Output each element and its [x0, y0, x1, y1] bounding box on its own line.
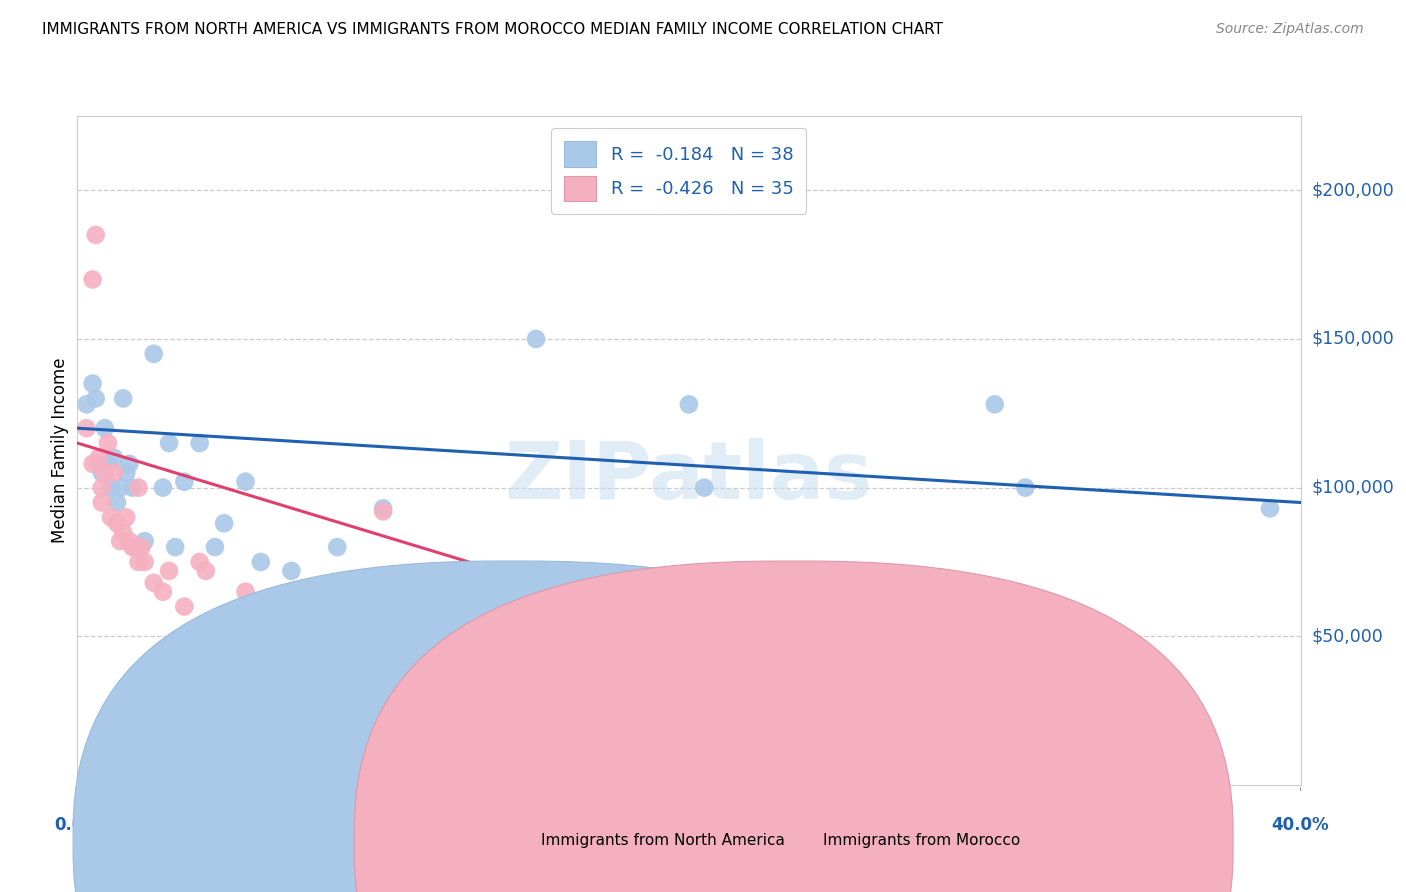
Point	[371, 504, 394, 518]
Point	[112, 525, 135, 540]
Legend: R =  -0.184   N = 38, R =  -0.426   N = 35: R = -0.184 N = 38, R = -0.426 N = 35	[551, 128, 806, 214]
Point	[188, 436, 211, 450]
Text: Immigrants from North America: Immigrants from North America	[541, 833, 785, 847]
Point	[76, 421, 98, 435]
Point	[1258, 501, 1281, 516]
Point	[76, 397, 98, 411]
Point	[194, 564, 217, 578]
Point	[127, 481, 149, 495]
Point	[212, 516, 235, 531]
Point	[118, 457, 141, 471]
Text: $150,000: $150,000	[1312, 330, 1395, 348]
Point	[115, 510, 138, 524]
Point	[94, 466, 117, 480]
Text: Immigrants from Morocco: Immigrants from Morocco	[823, 833, 1019, 847]
Point	[94, 421, 117, 435]
Point	[212, 635, 235, 649]
Point	[112, 392, 135, 406]
Point	[188, 555, 211, 569]
Point	[87, 457, 110, 471]
Point	[280, 564, 302, 578]
Point	[938, 653, 960, 667]
Point	[127, 555, 149, 569]
Point	[142, 575, 165, 590]
Point	[90, 466, 112, 480]
Point	[157, 564, 180, 578]
Point	[326, 540, 349, 554]
Text: IMMIGRANTS FROM NORTH AMERICA VS IMMIGRANTS FROM MOROCCO MEDIAN FAMILY INCOME CO: IMMIGRANTS FROM NORTH AMERICA VS IMMIGRA…	[42, 22, 943, 37]
Point	[173, 599, 195, 614]
Point	[1014, 481, 1036, 495]
Point	[524, 332, 547, 346]
Point	[165, 540, 187, 554]
Point	[371, 501, 394, 516]
Point	[82, 272, 104, 286]
Point	[204, 615, 226, 629]
Point	[103, 466, 125, 480]
Point	[105, 495, 128, 509]
Point	[84, 227, 107, 242]
Point	[204, 540, 226, 554]
Point	[84, 392, 107, 406]
Point	[142, 347, 165, 361]
Text: $50,000: $50,000	[1312, 627, 1384, 645]
Point	[124, 540, 146, 554]
Point	[134, 534, 156, 549]
Point	[100, 510, 122, 524]
Point	[87, 450, 110, 465]
Point	[524, 644, 547, 658]
Point	[108, 534, 131, 549]
Point	[131, 540, 153, 554]
Point	[235, 475, 257, 489]
Point	[105, 516, 128, 531]
Point	[678, 397, 700, 411]
Text: 0.0%: 0.0%	[55, 815, 100, 833]
Point	[157, 436, 180, 450]
Point	[922, 635, 945, 649]
Point	[82, 376, 104, 391]
Point	[152, 481, 174, 495]
Point	[97, 457, 120, 471]
Point	[90, 495, 112, 509]
Point	[108, 481, 131, 495]
Point	[103, 450, 125, 465]
Point	[90, 481, 112, 495]
Point	[152, 584, 174, 599]
Point	[115, 466, 138, 480]
Text: 40.0%: 40.0%	[1272, 815, 1329, 833]
Point	[121, 540, 143, 554]
Point	[173, 475, 195, 489]
Point	[357, 615, 380, 629]
Y-axis label: Median Family Income: Median Family Income	[51, 358, 69, 543]
Point	[118, 534, 141, 549]
Point	[100, 481, 122, 495]
Text: ZIPatlas: ZIPatlas	[505, 438, 873, 516]
Point	[250, 555, 273, 569]
Point	[134, 555, 156, 569]
Point	[402, 570, 425, 584]
Point	[984, 397, 1007, 411]
Point	[124, 540, 146, 554]
Point	[97, 436, 120, 450]
Point	[693, 481, 716, 495]
Point	[121, 481, 143, 495]
Point	[235, 584, 257, 599]
Point	[82, 457, 104, 471]
Text: $100,000: $100,000	[1312, 479, 1395, 497]
Text: Source: ZipAtlas.com: Source: ZipAtlas.com	[1216, 22, 1364, 37]
Text: $200,000: $200,000	[1312, 181, 1395, 199]
